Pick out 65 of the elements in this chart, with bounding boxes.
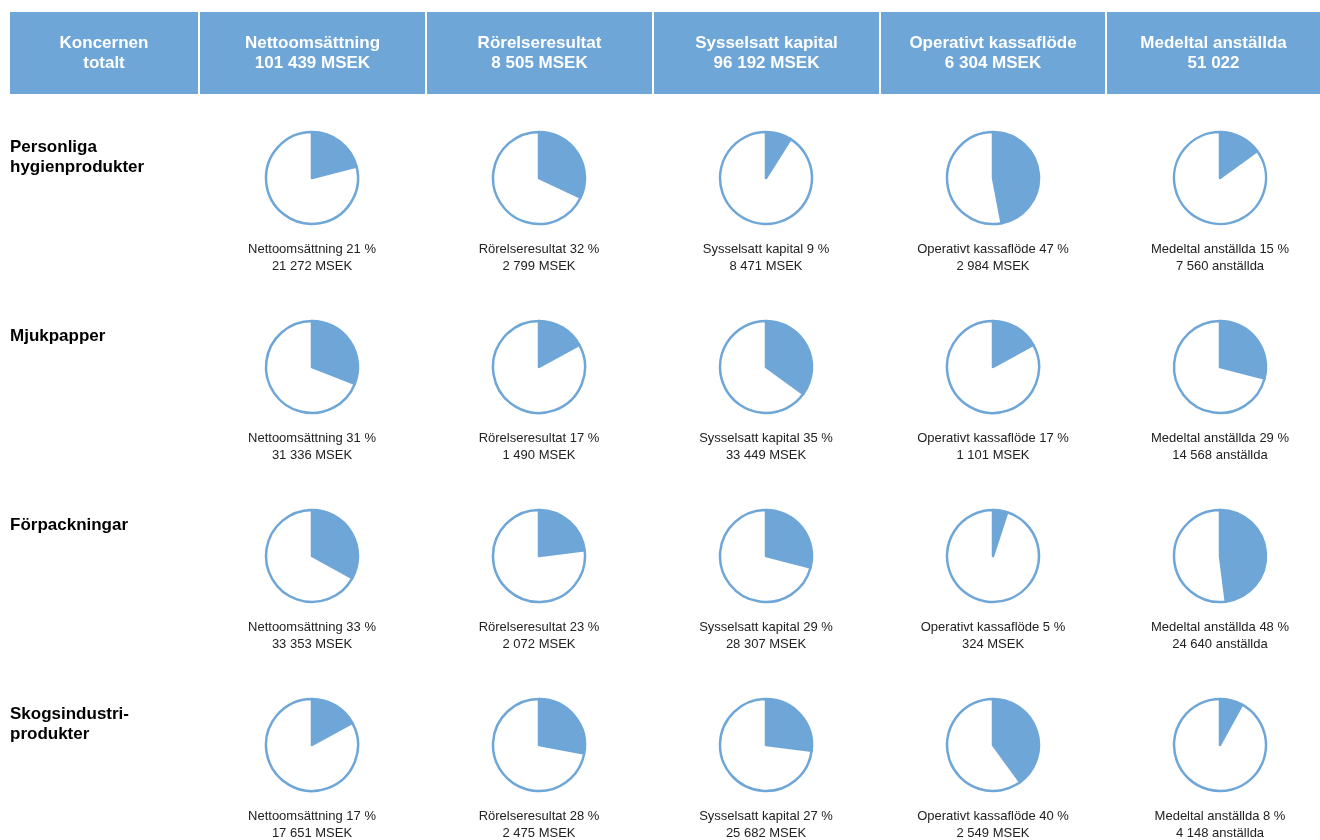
text: Koncernen totalt xyxy=(59,33,149,72)
text: Operativt kassaflöde 6 304 MSEK xyxy=(909,33,1077,72)
text: 7 560 anställda xyxy=(1175,258,1265,273)
text: 21 272 MSEK xyxy=(271,258,353,273)
text: Mjukpapper xyxy=(10,326,106,345)
text: 2 475 MSEK xyxy=(502,825,576,840)
text: 25 682 MSEK xyxy=(725,825,807,840)
text: 24 640 anställda xyxy=(1172,636,1269,651)
pie-slice xyxy=(1172,130,1268,226)
pie-slice xyxy=(491,130,582,226)
text: 28 307 MSEK xyxy=(725,636,807,651)
text: Sysselsatt kapital 9 % xyxy=(702,241,830,256)
text: Operativt kassaflöde 40 % xyxy=(917,808,1070,823)
text: 31 336 MSEK xyxy=(271,447,353,462)
text: 33 353 MSEK xyxy=(271,636,353,651)
text: Personliga hygienprodukter xyxy=(10,137,145,176)
text: Nettoomsättning 31 % xyxy=(248,430,377,445)
text: Sysselsatt kapital 29 % xyxy=(699,619,834,634)
text: 14 568 anställda xyxy=(1172,447,1269,462)
text: Rörelseresultat 17 % xyxy=(478,430,600,445)
pie-slice xyxy=(945,319,1041,415)
text: Sysselsatt kapital 35 % xyxy=(699,430,834,445)
text: 8 471 MSEK xyxy=(729,258,803,273)
text: Förpackningar xyxy=(10,515,129,534)
text: Medeltal anställda 15 % xyxy=(1150,241,1290,256)
text: 324 MSEK xyxy=(961,636,1025,651)
text: 2 549 MSEK xyxy=(956,825,1030,840)
pie-slice xyxy=(1172,319,1266,415)
text: Operativt kassaflöde 5 % xyxy=(920,619,1066,634)
text: Operativt kassaflöde 17 % xyxy=(917,430,1070,445)
text: 2 072 MSEK xyxy=(502,636,576,651)
text: Sysselsatt kapital 96 192 MSEK xyxy=(695,33,838,72)
text: Rörelseresultat 28 % xyxy=(478,808,600,823)
text: Medeltal anställda 29 % xyxy=(1150,430,1290,445)
text: Nettoomsättning 17 % xyxy=(248,808,377,823)
pie-slice xyxy=(1172,697,1268,793)
text: Nettoomsättning 21 % xyxy=(248,241,377,256)
pie-slice xyxy=(491,319,587,415)
pie-slice xyxy=(264,697,360,793)
text: Operativt kassaflöde 47 % xyxy=(917,241,1070,256)
text: 1 490 MSEK xyxy=(502,447,576,462)
text: Nettoomsättning 33 % xyxy=(248,619,377,634)
text: 2 984 MSEK xyxy=(956,258,1030,273)
text: Medeltal anställda 48 % xyxy=(1150,619,1290,634)
pie-slice xyxy=(264,319,357,415)
pie-slice xyxy=(491,508,587,604)
text: Medeltal anställda 8 % xyxy=(1154,808,1286,823)
text: Nettoomsättning 101 439 MSEK xyxy=(244,33,381,72)
text: Rörelseresultat 32 % xyxy=(478,241,600,256)
text: Sysselsatt kapital 27 % xyxy=(699,808,834,823)
text: 17 651 MSEK xyxy=(271,825,353,840)
pie-slice xyxy=(718,130,814,226)
pie-slice xyxy=(264,130,360,226)
text: Medeltal anställda 51 022 xyxy=(1140,33,1288,72)
pie-slice xyxy=(718,697,813,793)
text: Rörelseresultat 23 % xyxy=(478,619,600,634)
text: 4 148 anställda xyxy=(1175,825,1265,840)
text: 2 799 MSEK xyxy=(502,258,576,273)
text: 33 449 MSEK xyxy=(725,447,807,462)
pie-slice xyxy=(718,508,812,604)
text: Rörelseresultat 8 505 MSEK xyxy=(477,33,602,72)
pie-slice xyxy=(945,508,1041,604)
pie-slice xyxy=(491,697,586,793)
text: 1 101 MSEK xyxy=(956,447,1030,462)
text: Skogsindustri- produkter xyxy=(10,704,130,743)
